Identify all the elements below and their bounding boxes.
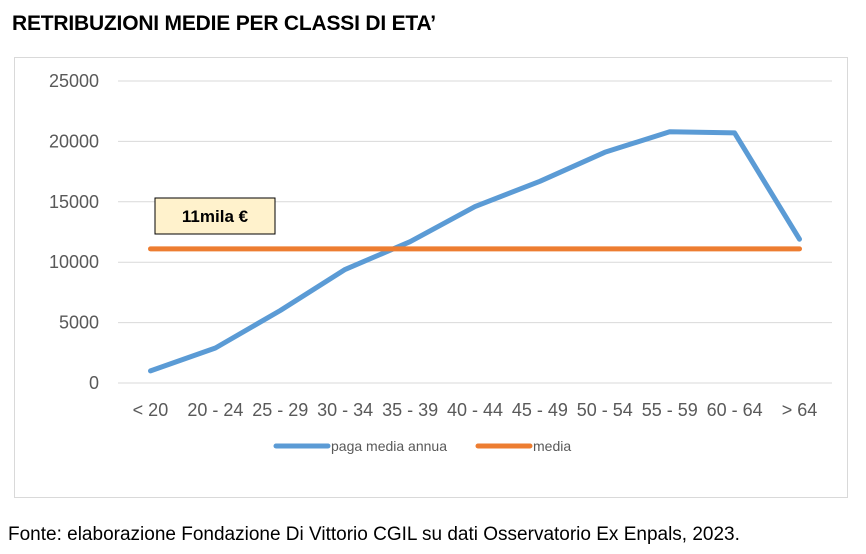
series-line-paga-media-annua — [148, 129, 802, 374]
x-tick-label: 40 - 44 — [447, 400, 503, 420]
y-tick-label: 15000 — [49, 192, 99, 212]
annotation-box — [154, 197, 276, 235]
x-tick-label: 30 - 34 — [317, 400, 373, 420]
annotation-label: 11mila € — [182, 207, 249, 226]
y-tick-label: 25000 — [49, 71, 99, 91]
x-tick-label: 25 - 29 — [252, 400, 308, 420]
legend-label: media — [533, 438, 571, 454]
x-tick-label: 45 - 49 — [512, 400, 568, 420]
page-title: RETRIBUZIONI MEDIE PER CLASSI DI ETA’ — [12, 12, 436, 35]
x-tick-label: 55 - 59 — [642, 400, 698, 420]
source-note: Fonte: elaborazione Fondazione Di Vittor… — [8, 524, 740, 545]
x-tick-label: 35 - 39 — [382, 400, 438, 420]
y-tick-label: 0 — [89, 373, 99, 393]
y-tick-label: 20000 — [49, 131, 99, 151]
x-tick-label: 20 - 24 — [187, 400, 243, 420]
legend-label: paga media annua — [331, 438, 447, 454]
x-tick-label: 50 - 54 — [577, 400, 633, 420]
y-tick-label: 5000 — [59, 313, 99, 333]
x-tick-label: > 64 — [782, 400, 818, 420]
y-tick-label: 10000 — [49, 252, 99, 272]
x-tick-label: 60 - 64 — [707, 400, 763, 420]
x-tick-label: < 20 — [133, 400, 169, 420]
